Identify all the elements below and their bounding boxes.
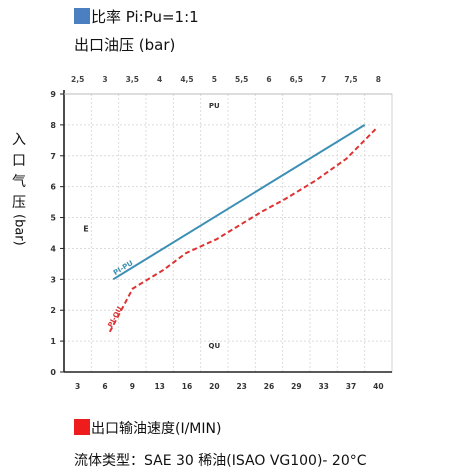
top-axis-tick-label: 7 bbox=[321, 75, 326, 84]
y-axis-label-text: 入口气压 bbox=[12, 132, 26, 211]
y-tick-label: 5 bbox=[50, 214, 56, 223]
flow-label: 出口输油速度(I/MIN) bbox=[91, 421, 222, 437]
top-axis-tick-label: 3 bbox=[102, 75, 107, 84]
chart-series bbox=[108, 124, 378, 333]
bottom-axis-tick-label: 33 bbox=[318, 382, 328, 391]
top-axis-tick-label: 5 bbox=[212, 75, 217, 84]
y-tick-label: 7 bbox=[50, 152, 56, 161]
bottom-axis-tick-label: 23 bbox=[236, 382, 246, 391]
top-axis-tick-label: 4,5 bbox=[180, 75, 193, 84]
y-tick-label: 0 bbox=[50, 368, 56, 377]
top-axis-tick-label: 2,5 bbox=[71, 75, 84, 84]
top-axis-tick-label: 7,5 bbox=[344, 75, 357, 84]
bottom-axis-tick-label: 9 bbox=[130, 382, 135, 391]
top-axis-tick-label: 4 bbox=[157, 75, 162, 84]
chart-axes bbox=[60, 90, 392, 373]
bottom-axis-tick-label: 20 bbox=[209, 382, 219, 391]
top-axis-tick-label: 8 bbox=[376, 75, 381, 84]
series-line-pi-pu bbox=[112, 124, 366, 281]
bottom-axis-tick-label: 40 bbox=[373, 382, 383, 391]
bottom-axis-tick-label: 16 bbox=[182, 382, 192, 391]
y-tick-label: 2 bbox=[50, 306, 56, 315]
y-tick-label: 3 bbox=[50, 275, 56, 284]
ratio-legend: 比率 Pi:Pu=1:1 bbox=[74, 6, 199, 27]
fluid-type-note: 流体类型：SAE 30 稀油(ISAO VG100)- 20°C bbox=[74, 453, 367, 469]
top-axis-tick-label: 6,5 bbox=[290, 75, 303, 84]
y-tick-label: 8 bbox=[50, 121, 56, 130]
bottom-axis-tick-label: 26 bbox=[264, 382, 274, 391]
y-tick-label: 4 bbox=[50, 244, 56, 253]
y-tick-label: 6 bbox=[50, 183, 56, 192]
series-line-pi-qu bbox=[108, 127, 378, 333]
chart-grid bbox=[63, 93, 393, 373]
bottom-axis-tick-label: 37 bbox=[346, 382, 356, 391]
top-axis-tick-label: 5,5 bbox=[235, 75, 248, 84]
e-marker-label: E bbox=[83, 224, 88, 233]
y-tick-label: 1 bbox=[50, 337, 56, 346]
plot-area bbox=[63, 93, 393, 373]
bottom-axis-tick-label: 6 bbox=[102, 382, 107, 391]
qu-axis-label: QU bbox=[209, 342, 221, 350]
pu-axis-label: PU bbox=[209, 102, 220, 110]
flow-legend: 出口输油速度(I/MIN) bbox=[74, 418, 221, 438]
outlet-pressure-title: 出口油压 (bar) bbox=[74, 36, 176, 54]
bottom-axis-tick-label: 3 bbox=[75, 382, 80, 391]
y-axis-label: 入口气压 (bar) bbox=[8, 130, 30, 253]
flow-swatch bbox=[74, 419, 90, 435]
bottom-axis-tick-label: 29 bbox=[291, 382, 301, 391]
y-axis-label-unit: (bar) bbox=[11, 214, 27, 246]
ratio-label: 比率 Pi:Pu=1:1 bbox=[91, 8, 199, 26]
ratio-swatch bbox=[74, 8, 90, 24]
top-axis-tick-label: 6 bbox=[266, 75, 271, 84]
bottom-axis-tick-label: 13 bbox=[154, 382, 164, 391]
y-tick-label: 9 bbox=[50, 90, 56, 99]
top-axis-tick-label: 3,5 bbox=[126, 75, 139, 84]
